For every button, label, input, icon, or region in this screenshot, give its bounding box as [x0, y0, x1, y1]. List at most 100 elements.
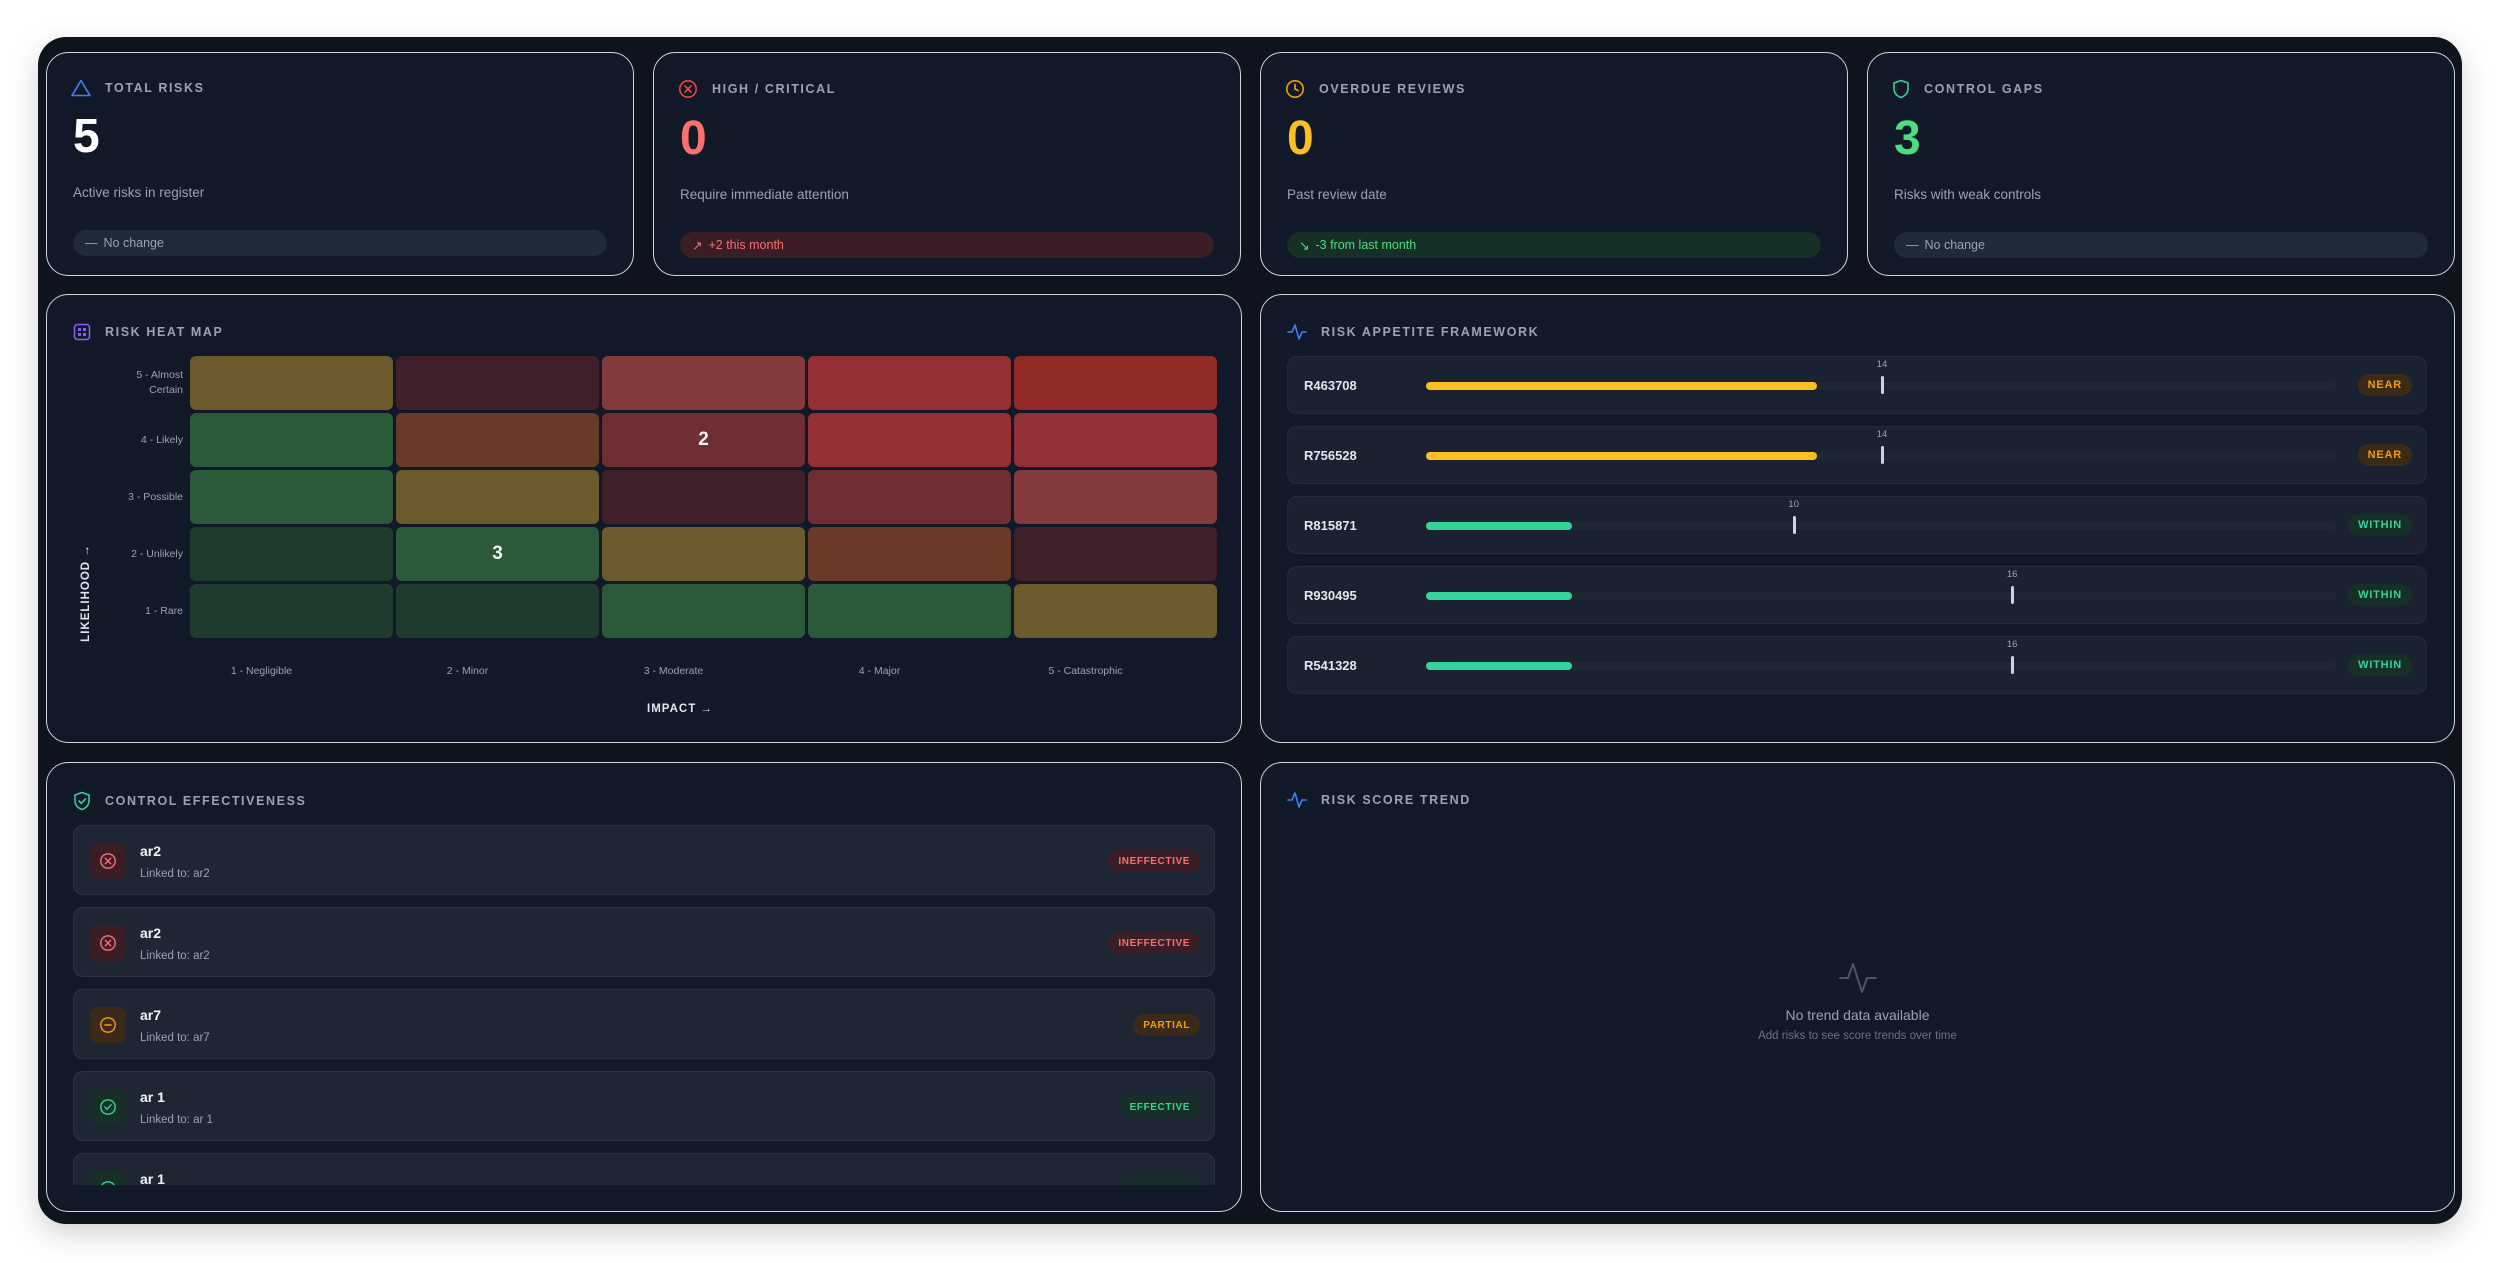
kpi-change-chip: ↗ +2 this month: [680, 232, 1214, 258]
kpi-label: TOTAL RISKS: [105, 81, 205, 95]
kpi-label: OVERDUE REVIEWS: [1319, 82, 1466, 96]
appetite-row[interactable]: R463708 14 NEAR: [1287, 356, 2427, 414]
control-name: ar7: [140, 1007, 162, 1023]
appetite-status-badge: WITHIN: [2348, 654, 2412, 676]
kpi-change-chip: — No change: [1894, 232, 2428, 258]
trend-icon: ↘: [1299, 238, 1310, 253]
trend-empty-icon: [1261, 959, 2454, 997]
control-item[interactable]: ar2 Linked to: ar2 INEFFECTIVE: [73, 825, 1215, 895]
appetite-row[interactable]: R756528 14 NEAR: [1287, 426, 2427, 484]
heat-map-cell[interactable]: [190, 584, 393, 638]
heat-map-cell[interactable]: [396, 584, 599, 638]
appetite-threshold-marker: [2011, 586, 2015, 604]
likelihood-label: 1 - Rare: [145, 605, 183, 617]
control-effectiveness-card: CONTROL EFFECTIVENESS ar2 Linked to: ar2…: [46, 762, 1242, 1212]
heat-map-cell[interactable]: [808, 527, 1011, 581]
control-item[interactable]: ar2 Linked to: ar2 INEFFECTIVE: [73, 907, 1215, 977]
heat-map-cell[interactable]: [1014, 470, 1217, 524]
control-item[interactable]: ar 1 Linked to: ar 1 EFFECTIVE: [73, 1071, 1215, 1141]
kpi-label: CONTROL GAPS: [1924, 82, 2044, 96]
control-name: ar 1: [140, 1089, 165, 1105]
x-circle-icon: [678, 79, 698, 99]
risk-id: R930495: [1304, 588, 1357, 603]
heat-map-cell[interactable]: [602, 470, 805, 524]
kpi-change-chip: ↘ -3 from last month: [1287, 232, 1821, 258]
control-item[interactable]: ar7 Linked to: ar7 PARTIAL: [73, 989, 1215, 1059]
heat-map-cell[interactable]: [396, 413, 599, 467]
likelihood-axis-title: LIKELIHOOD →: [79, 544, 92, 642]
activity-icon: [1287, 323, 1307, 341]
heat-map-cell[interactable]: [808, 584, 1011, 638]
heat-map-cell[interactable]: 3: [396, 527, 599, 581]
appetite-bar: [1426, 592, 1572, 600]
appetite-status-badge: WITHIN: [2348, 514, 2412, 536]
controls-title: CONTROL EFFECTIVENESS: [105, 794, 307, 808]
impact-label: 2 - Minor: [446, 665, 489, 677]
heat-map-title: RISK HEAT MAP: [105, 325, 224, 339]
risk-id: R756528: [1304, 448, 1357, 463]
clock-icon: [1285, 79, 1305, 99]
heat-map-cell[interactable]: [396, 470, 599, 524]
heat-map-cell[interactable]: [602, 356, 805, 410]
heat-map-cell[interactable]: [1014, 584, 1217, 638]
control-status-badge: EFFECTIVE: [1119, 1178, 1200, 1185]
heat-map-cell[interactable]: [808, 356, 1011, 410]
trend-title: RISK SCORE TREND: [1321, 793, 1471, 807]
kpi-value: 0: [1287, 112, 1314, 165]
kpi-subtitle: Require immediate attention: [680, 187, 849, 202]
appetite-bar: [1426, 522, 1572, 530]
appetite-threshold-marker: [1881, 376, 1884, 394]
control-name: ar 1: [140, 1171, 165, 1185]
likelihood-label: 3 - Possible: [128, 491, 183, 503]
kpi-card: TOTAL RISKS 5 Active risks in register —…: [46, 52, 634, 276]
appetite-row[interactable]: R541328 16 WITHIN: [1287, 636, 2427, 694]
trend-icon: —: [85, 236, 98, 250]
impact-label: 5 - Catastrophic: [1048, 665, 1123, 677]
trend-empty-subtitle: Add risks to see score trends over time: [1758, 1030, 1957, 1042]
kpi-value: 3: [1894, 112, 1921, 165]
control-name: ar2: [140, 843, 162, 859]
trend-empty-title: No trend data available: [1785, 1007, 1930, 1023]
heat-map-cell[interactable]: [1014, 413, 1217, 467]
heat-map-cell[interactable]: [602, 584, 805, 638]
heat-map-cell[interactable]: [190, 413, 393, 467]
heat-map-cell[interactable]: [1014, 356, 1217, 410]
control-item[interactable]: ar 1 Linked to: ar 1 EFFECTIVE: [73, 1153, 1215, 1185]
control-status-badge: INEFFECTIVE: [1108, 850, 1200, 872]
control-list[interactable]: ar2 Linked to: ar2 INEFFECTIVE ar2 Linke…: [73, 825, 1215, 1185]
appetite-bar: [1426, 382, 1818, 390]
risk-appetite-card: RISK APPETITE FRAMEWORK R463708 14 NEAR …: [1260, 294, 2455, 743]
control-linked-text: Linked to: ar 1: [140, 1114, 213, 1126]
appetite-bar: [1426, 662, 1572, 670]
likelihood-label: 2 - Unlikely: [131, 548, 183, 560]
kpi-change-text: -3 from last month: [1315, 238, 1417, 252]
dashboard-frame: TOTAL RISKS 5 Active risks in register —…: [38, 37, 2462, 1224]
heat-map-cell[interactable]: [190, 470, 393, 524]
heat-map-cell[interactable]: [1014, 527, 1217, 581]
appetite-bar: [1426, 452, 1818, 460]
heat-map-cell[interactable]: [190, 356, 393, 410]
heat-map-cell[interactable]: [602, 527, 805, 581]
heat-map-cell[interactable]: [396, 356, 599, 410]
appetite-threshold-marker: [1792, 516, 1796, 534]
heat-map-cell[interactable]: 2: [602, 413, 805, 467]
likelihood-label: 4 - Likely: [140, 434, 183, 446]
minus-circle-icon: [90, 1007, 126, 1043]
control-status-badge: EFFECTIVE: [1119, 1096, 1200, 1118]
appetite-threshold-value: 14: [1876, 429, 1888, 440]
appetite-title: RISK APPETITE FRAMEWORK: [1321, 325, 1540, 339]
check-circle-icon: [90, 1171, 126, 1185]
appetite-row[interactable]: R930495 16 WITHIN: [1287, 566, 2427, 624]
heat-map-cell[interactable]: [190, 527, 393, 581]
kpi-change-chip: — No change: [73, 230, 607, 256]
control-linked-text: Linked to: ar2: [140, 950, 210, 962]
impact-label: 3 - Moderate: [643, 665, 704, 677]
heat-map-cell[interactable]: [808, 470, 1011, 524]
heat-map-cell[interactable]: [808, 413, 1011, 467]
triangle-alert-icon: [71, 79, 91, 97]
grid-icon: [73, 323, 91, 341]
appetite-track: 10: [1426, 499, 2336, 534]
appetite-row[interactable]: R815871 10 WITHIN: [1287, 496, 2427, 554]
appetite-threshold-marker: [1881, 446, 1884, 464]
